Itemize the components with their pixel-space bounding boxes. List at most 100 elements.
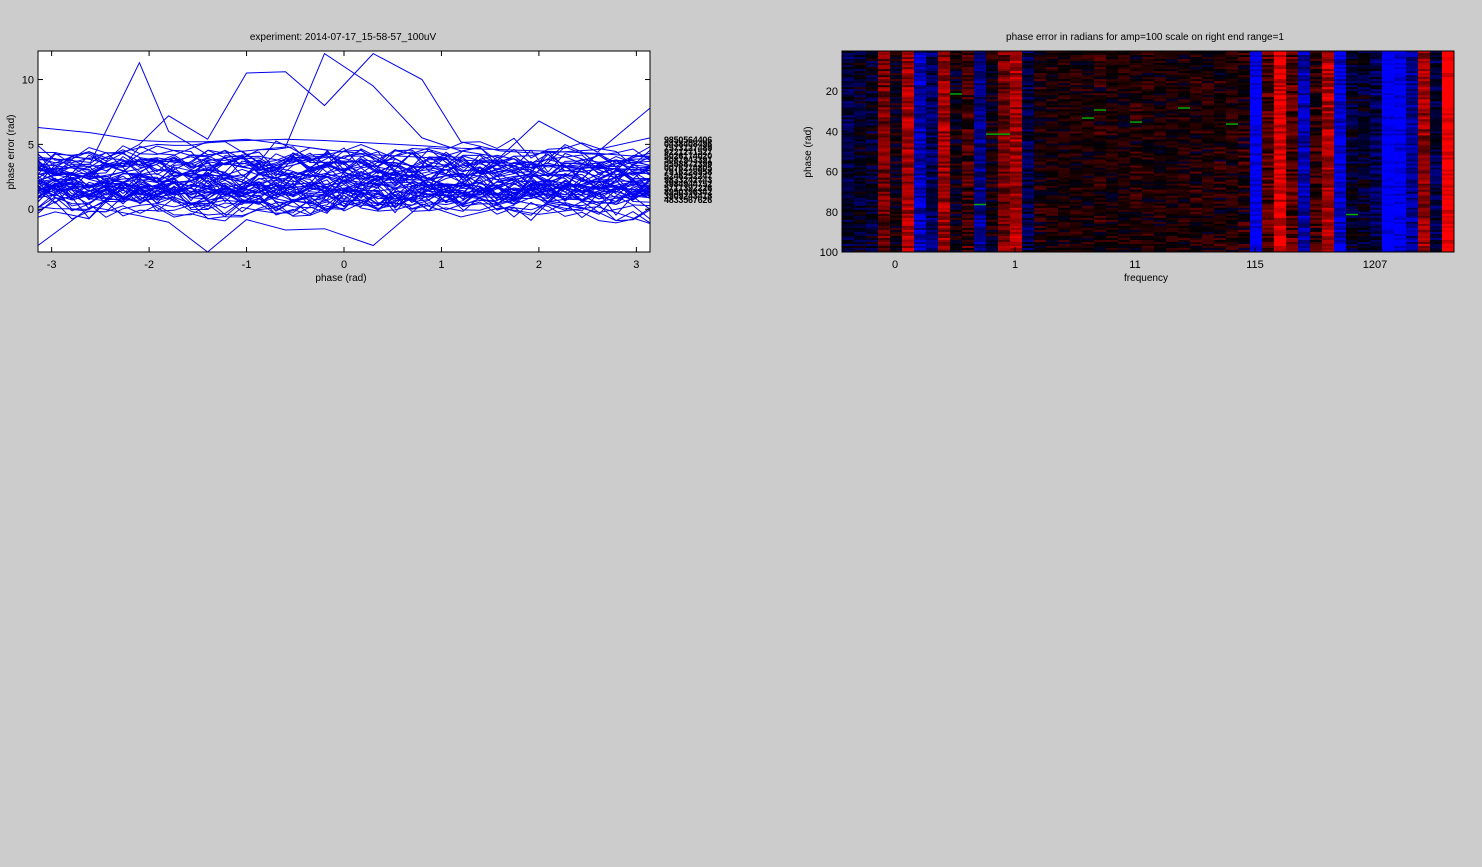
heatmap-cell bbox=[866, 115, 879, 118]
heatmap-cell bbox=[962, 231, 975, 235]
heatmap-cell bbox=[854, 177, 867, 181]
legend-entry: 2 bbox=[707, 179, 712, 189]
heatmap-cell bbox=[854, 51, 867, 54]
heatmap-cell bbox=[1226, 145, 1239, 148]
heatmap-cell bbox=[938, 245, 951, 249]
heatmap-cell bbox=[1082, 247, 1095, 251]
heatmap-cell bbox=[1118, 133, 1131, 136]
heatmap-cell bbox=[1322, 191, 1335, 195]
heatmap-cell bbox=[1250, 81, 1263, 84]
legend-entry: 7 bbox=[674, 143, 679, 153]
heatmap-cell bbox=[878, 231, 891, 235]
heatmap-cell bbox=[878, 241, 891, 245]
heatmap-cell bbox=[1142, 129, 1155, 132]
heatmap-cell bbox=[1022, 59, 1035, 62]
heatmap-cell bbox=[878, 249, 891, 253]
heatmap-cell bbox=[1130, 145, 1143, 148]
heatmap-cell bbox=[1370, 67, 1383, 70]
heatmap-cell bbox=[986, 101, 999, 104]
heatmap-cell bbox=[1382, 115, 1395, 118]
heatmap-cell bbox=[1250, 191, 1263, 195]
heatmap-cell bbox=[1142, 111, 1155, 114]
heatmap-cell bbox=[1070, 197, 1083, 201]
heatmap-cell bbox=[1226, 221, 1239, 225]
heatmap-cell bbox=[1250, 153, 1263, 156]
heatmap-cell bbox=[1178, 243, 1191, 247]
heatmap-cell bbox=[1130, 225, 1143, 229]
legend-entry: 0 bbox=[664, 139, 669, 149]
heatmap-cell bbox=[1154, 241, 1167, 245]
heatmap-cell bbox=[1118, 77, 1131, 80]
heatmap-cell bbox=[1022, 185, 1035, 189]
legend-entry: 1 bbox=[693, 147, 698, 157]
heatmap-cell bbox=[866, 51, 879, 54]
heatmap-cell bbox=[914, 99, 927, 102]
heatmap-cell bbox=[1142, 169, 1155, 172]
heatmap-cell bbox=[1334, 57, 1347, 60]
heatmap-cell bbox=[1286, 69, 1299, 72]
heatmap-cell bbox=[866, 137, 879, 140]
heatmap-cell bbox=[902, 225, 915, 229]
heatmap-cell bbox=[974, 245, 987, 249]
heatmap-cell bbox=[1310, 75, 1323, 78]
heatmap-cell bbox=[1394, 241, 1407, 245]
heatmap-cell bbox=[926, 111, 939, 114]
heatmap-cells bbox=[842, 51, 1455, 253]
heatmap-cell bbox=[854, 77, 867, 80]
heatmap-cell bbox=[1262, 153, 1275, 156]
heatmap-cell bbox=[1154, 125, 1167, 128]
heatmap-cell bbox=[1190, 177, 1203, 181]
heatmap-cell bbox=[1178, 201, 1191, 205]
heatmap-cell bbox=[890, 201, 903, 205]
heatmap-cell bbox=[1022, 103, 1035, 106]
heatmap-cell bbox=[902, 99, 915, 102]
heatmap-cell bbox=[1238, 237, 1251, 241]
heatmap-cell bbox=[1118, 223, 1131, 227]
heatmap-cell bbox=[1322, 63, 1335, 66]
heatmap-cell bbox=[1298, 249, 1311, 253]
heatmap-cell bbox=[1202, 211, 1215, 215]
heatmap-cell bbox=[1394, 245, 1407, 249]
heatmap-cell bbox=[950, 77, 963, 80]
heatmap-cell bbox=[866, 169, 879, 172]
heatmap-cell bbox=[986, 85, 999, 88]
heatmap-cell bbox=[1394, 211, 1407, 215]
heatmap-cell bbox=[1214, 193, 1227, 197]
heatmap-cell bbox=[878, 199, 891, 203]
heatmap-cell bbox=[1082, 73, 1095, 76]
heatmap-cell bbox=[1142, 61, 1155, 64]
heatmap-cell bbox=[1298, 129, 1311, 132]
heatmap-cell bbox=[1382, 119, 1395, 122]
heatmap-cell bbox=[926, 97, 939, 100]
heatmap-cell bbox=[938, 117, 951, 120]
heatmap-cell bbox=[914, 129, 927, 132]
heatmap-cell bbox=[1262, 51, 1275, 54]
heatmap-cell bbox=[1274, 225, 1287, 229]
heatmap-cell bbox=[1082, 169, 1095, 172]
heatmap-cell bbox=[962, 117, 975, 120]
heatmap-cell bbox=[1322, 151, 1335, 154]
heatmap-cell bbox=[1274, 187, 1287, 191]
heatmap-cell bbox=[1358, 101, 1371, 104]
heatmap-cell bbox=[1346, 217, 1359, 221]
heatmap-cell bbox=[1286, 101, 1299, 104]
heatmap-cell bbox=[1274, 135, 1287, 138]
heatmap-cell bbox=[1202, 99, 1215, 102]
heatmap-cell bbox=[1166, 137, 1179, 140]
heatmap-cell bbox=[1190, 169, 1203, 172]
heatmap-cell bbox=[1394, 91, 1407, 94]
heatmap-cell bbox=[902, 113, 915, 116]
heatmap-cell bbox=[1394, 53, 1407, 56]
heatmap-cell bbox=[1310, 143, 1323, 146]
heatmap-cell bbox=[1106, 119, 1119, 122]
heatmap-cell bbox=[890, 129, 903, 132]
heatmap-cell bbox=[1190, 63, 1203, 66]
heatmap-cell bbox=[1382, 91, 1395, 94]
heatmap-cell bbox=[1346, 209, 1359, 213]
heatmap-cell bbox=[1202, 199, 1215, 203]
legend-entry: 6 bbox=[678, 167, 683, 177]
heatmap-cell bbox=[1226, 229, 1239, 233]
heatmap-cell bbox=[974, 117, 987, 120]
heatmap-cell bbox=[962, 141, 975, 144]
heatmap-cell bbox=[1154, 233, 1167, 237]
